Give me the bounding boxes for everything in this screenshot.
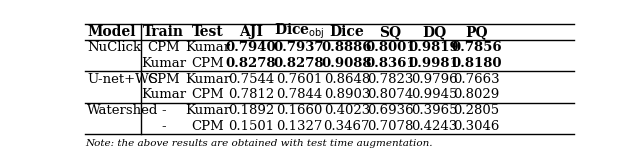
Text: 0.3467: 0.3467 xyxy=(324,120,370,133)
Text: -: - xyxy=(161,104,166,117)
Text: PQ: PQ xyxy=(465,25,488,39)
Text: 0.4243: 0.4243 xyxy=(411,120,457,133)
Text: 0.7812: 0.7812 xyxy=(228,88,275,101)
Text: 0.2805: 0.2805 xyxy=(453,104,499,117)
Text: 0.7823: 0.7823 xyxy=(367,73,413,86)
Text: Kumar: Kumar xyxy=(141,57,186,70)
Text: 0.7078: 0.7078 xyxy=(367,120,413,133)
Text: 0.1501: 0.1501 xyxy=(228,120,274,133)
Text: 0.7544: 0.7544 xyxy=(228,73,275,86)
Text: Dice: Dice xyxy=(330,25,364,39)
Text: 0.9088: 0.9088 xyxy=(321,57,372,70)
Text: Kumar: Kumar xyxy=(185,41,230,54)
Text: 0.7940: 0.7940 xyxy=(226,41,276,54)
Text: 0.1892: 0.1892 xyxy=(228,104,275,117)
Text: 0.7856: 0.7856 xyxy=(451,41,502,54)
Text: CPM: CPM xyxy=(191,120,224,133)
Text: CPM: CPM xyxy=(147,73,180,86)
Text: Model: Model xyxy=(87,25,136,39)
Text: 0.7844: 0.7844 xyxy=(276,88,322,101)
Text: 0.8278: 0.8278 xyxy=(274,57,324,70)
Text: 0.9819: 0.9819 xyxy=(409,41,460,54)
Text: Kumar: Kumar xyxy=(141,88,186,101)
Text: CPM: CPM xyxy=(191,57,224,70)
Text: Kumar: Kumar xyxy=(185,104,230,117)
Text: Watershed: Watershed xyxy=(87,104,158,117)
Text: 0.1327: 0.1327 xyxy=(276,120,322,133)
Text: 0.3965: 0.3965 xyxy=(411,104,458,117)
Text: 0.6936: 0.6936 xyxy=(367,104,414,117)
Text: DQ: DQ xyxy=(422,25,446,39)
Text: 0.8886: 0.8886 xyxy=(321,41,372,54)
Text: 0.8180: 0.8180 xyxy=(451,57,502,70)
Text: Dice$_{\rm obj}$: Dice$_{\rm obj}$ xyxy=(274,22,324,41)
Text: Note: the above results are obtained with test time augmentation.: Note: the above results are obtained wit… xyxy=(85,139,433,148)
Text: -: - xyxy=(161,120,166,133)
Text: 0.8278: 0.8278 xyxy=(226,57,276,70)
Text: 0.9945: 0.9945 xyxy=(411,88,458,101)
Text: 0.9981: 0.9981 xyxy=(409,57,460,70)
Text: 0.7937: 0.7937 xyxy=(274,41,324,54)
Text: U-net+WS: U-net+WS xyxy=(87,73,158,86)
Text: 0.8648: 0.8648 xyxy=(324,73,370,86)
Text: 0.8903: 0.8903 xyxy=(324,88,370,101)
Text: 0.8361: 0.8361 xyxy=(365,57,416,70)
Text: Train: Train xyxy=(143,25,184,39)
Text: 0.9796: 0.9796 xyxy=(411,73,458,86)
Text: SQ: SQ xyxy=(380,25,401,39)
Text: 0.1660: 0.1660 xyxy=(276,104,322,117)
Text: 0.8074: 0.8074 xyxy=(367,88,413,101)
Text: 0.3046: 0.3046 xyxy=(453,120,499,133)
Text: 0.4023: 0.4023 xyxy=(324,104,370,117)
Text: 0.8029: 0.8029 xyxy=(453,88,499,101)
Text: 0.8001: 0.8001 xyxy=(365,41,416,54)
Text: 0.7601: 0.7601 xyxy=(276,73,322,86)
Text: CPM: CPM xyxy=(191,88,224,101)
Text: AJI: AJI xyxy=(239,25,263,39)
Text: NuClick: NuClick xyxy=(87,41,141,54)
Text: Kumar: Kumar xyxy=(185,73,230,86)
Text: 0.7663: 0.7663 xyxy=(453,73,500,86)
Text: CPM: CPM xyxy=(147,41,180,54)
Text: Test: Test xyxy=(191,25,223,39)
